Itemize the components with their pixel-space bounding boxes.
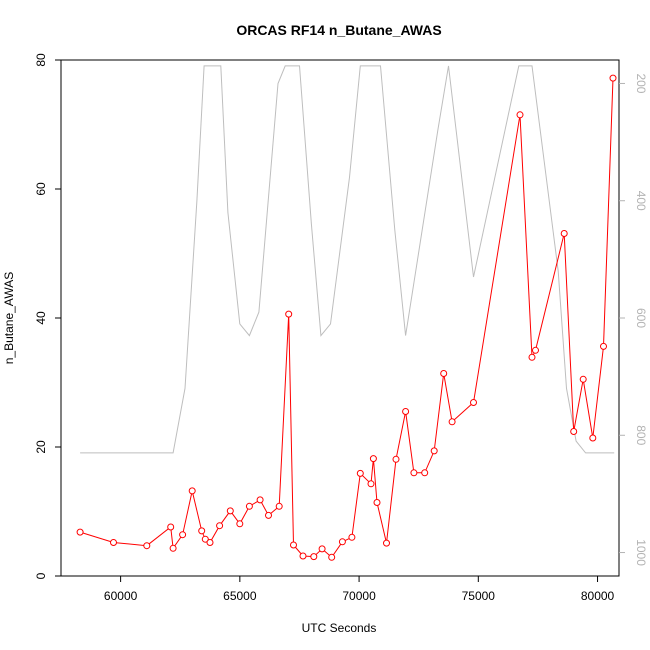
- data-point: [367, 480, 375, 488]
- y-tick-label: 80: [34, 53, 48, 67]
- chart-title: ORCAS RF14 n_Butane_AWAS: [236, 22, 441, 38]
- data-point: [532, 346, 539, 354]
- data-point: [579, 375, 587, 383]
- x-tick-label: 80000: [581, 589, 615, 603]
- data-point: [402, 408, 410, 415]
- data-point: [369, 455, 377, 463]
- data-point: [110, 539, 117, 546]
- data-point: [188, 487, 196, 495]
- red-series-line: [79, 78, 614, 559]
- y2-tick-label: 1000: [634, 539, 648, 566]
- data-point: [167, 523, 175, 531]
- data-point: [179, 531, 187, 539]
- data-point: [410, 469, 418, 477]
- data-point: [285, 310, 293, 318]
- plot-area-box: [60, 59, 620, 577]
- data-point: [570, 428, 578, 435]
- data-point: [430, 447, 438, 455]
- data-point: [275, 502, 283, 510]
- data-point: [236, 520, 244, 528]
- y-tick-label: 20: [34, 440, 48, 454]
- data-point: [348, 533, 356, 541]
- data-point: [318, 545, 326, 553]
- y-tick-label: 0: [34, 572, 48, 579]
- data-point: [206, 539, 214, 546]
- red-series-layer: [76, 74, 617, 561]
- data-point: [290, 541, 297, 549]
- y-axis-left: 0 20 40 60 80: [34, 53, 61, 579]
- data-point: [516, 111, 524, 119]
- y-tick-label: 60: [34, 182, 48, 196]
- data-point: [600, 342, 607, 350]
- data-point: [356, 469, 364, 477]
- data-point: [299, 552, 307, 560]
- x-tick-label: 70000: [342, 589, 376, 603]
- data-point: [216, 522, 224, 530]
- data-point: [143, 542, 151, 550]
- data-point: [338, 538, 346, 546]
- x-axis: 60000 65000 70000 75000 80000: [104, 576, 615, 603]
- data-point: [328, 553, 336, 561]
- data-point: [470, 399, 477, 406]
- data-point: [76, 528, 84, 536]
- data-point: [169, 544, 177, 552]
- data-point: [201, 535, 209, 543]
- data-point: [528, 353, 536, 361]
- data-point: [560, 230, 568, 237]
- x-axis-label: UTC Seconds: [302, 621, 377, 635]
- y-axis-right: 200 400 600 800 1000: [619, 73, 648, 566]
- data-point: [256, 496, 264, 504]
- x-tick-label: 60000: [104, 589, 138, 603]
- data-point: [589, 434, 597, 442]
- data-point: [265, 511, 272, 519]
- data-point: [198, 527, 206, 535]
- y2-tick-label: 400: [634, 191, 648, 211]
- data-point: [310, 553, 318, 561]
- data-point: [440, 370, 448, 377]
- data-point: [609, 74, 617, 82]
- data-point: [448, 418, 456, 426]
- data-point: [373, 499, 381, 506]
- y2-tick-label: 600: [634, 308, 648, 328]
- x-tick-label: 65000: [223, 589, 257, 603]
- data-point: [421, 469, 429, 477]
- y-tick-label: 40: [34, 311, 48, 325]
- data-point: [226, 507, 234, 515]
- data-point: [383, 539, 390, 547]
- gray-series-line: [80, 65, 615, 454]
- data-point: [245, 502, 253, 510]
- y2-tick-label: 800: [634, 425, 648, 445]
- data-point: [392, 455, 400, 463]
- y-axis-label: n_Butane_AWAS: [2, 272, 16, 365]
- gray-series-layer: [80, 65, 615, 454]
- x-tick-label: 75000: [462, 589, 496, 603]
- y2-tick-label: 200: [634, 73, 648, 93]
